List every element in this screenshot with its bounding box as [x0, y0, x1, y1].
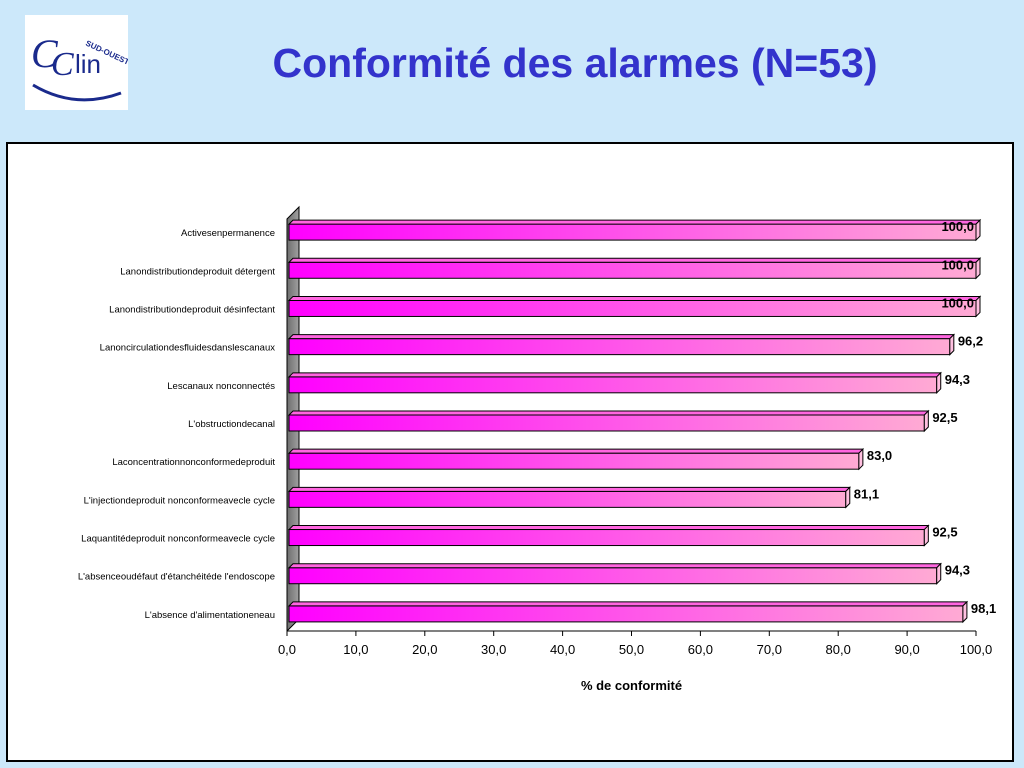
- bar: [288, 223, 977, 241]
- bar: [288, 529, 925, 547]
- slide-title: Conformité des alarmes (N=53): [272, 40, 878, 86]
- bar-top: [287, 486, 851, 492]
- category-label: L'obstructiondecanal: [188, 419, 275, 430]
- bar-chart: 0,0 10,0 20,0 30,0 40,0 50,0 60,0 70,0 80,0 90,0 1…: [78, 205, 996, 693]
- bar: [288, 567, 938, 585]
- x-tick-label: 10,0: [343, 642, 368, 657]
- category-label: Lescanaux nonconnectés: [167, 381, 275, 392]
- bar-end: [975, 218, 981, 242]
- cclin-logo: C C lin SUD-OUEST: [25, 15, 131, 110]
- category-label: L'injectiondeproduit nonconformeavecle c…: [84, 495, 275, 506]
- bar: [288, 452, 860, 470]
- bar-end: [936, 371, 942, 395]
- bar-top: [287, 372, 942, 378]
- x-tick-label: 100,0: [960, 642, 993, 657]
- bar: [288, 376, 938, 394]
- x-tick-label: 20,0: [412, 642, 437, 657]
- bar-top: [287, 563, 942, 569]
- bar-end: [923, 409, 929, 433]
- svg-text:C: C: [51, 46, 74, 83]
- bar-end: [975, 295, 981, 318]
- x-tick-label: 60,0: [688, 642, 713, 657]
- bar: [288, 261, 977, 279]
- x-tick-label: 30,0: [481, 642, 506, 657]
- category-label: Laconcentrationnonconformedeproduit: [112, 457, 275, 468]
- x-tick-label: 70,0: [757, 642, 782, 657]
- bar-top: [287, 601, 969, 607]
- category-label: Lanoncirculationdesfluidesdanslescanaux: [100, 343, 276, 354]
- bar-top: [287, 334, 956, 340]
- data-label: 94,3: [945, 372, 970, 387]
- x-tick-label: 80,0: [826, 642, 851, 657]
- bar: [288, 338, 951, 356]
- x-tick-label: 0,0: [278, 642, 296, 657]
- bar: [288, 299, 977, 317]
- x-tick-label: 90,0: [894, 642, 919, 657]
- data-label: 98,1: [971, 601, 996, 616]
- category-label: Lanondistributiondeproduit détergent: [120, 266, 275, 277]
- bar: [288, 490, 847, 508]
- svg-text:C: C: [31, 31, 59, 76]
- bar-end: [949, 333, 955, 356]
- bar-top: [287, 257, 982, 263]
- x-tick-label: 50,0: [619, 642, 644, 657]
- data-label: 81,1: [854, 486, 879, 501]
- data-label: 92,5: [932, 410, 957, 425]
- data-label: 100,0: [941, 257, 974, 272]
- data-label: 96,2: [958, 334, 983, 349]
- data-label: 94,3: [945, 563, 970, 578]
- category-label: Activesenpermanence: [181, 228, 275, 239]
- bar-top: [287, 295, 982, 301]
- bar: [288, 605, 964, 623]
- category-label: Laquantitédeproduit nonconformeavecle cy…: [81, 534, 275, 545]
- data-label: 100,0: [941, 219, 974, 234]
- svg-text:lin: lin: [75, 49, 101, 79]
- data-label: 92,5: [932, 525, 957, 540]
- bar-end: [845, 486, 851, 509]
- bar-top: [287, 525, 930, 531]
- bar-end: [923, 524, 929, 547]
- x-tick-label: 40,0: [550, 642, 575, 657]
- bar: [288, 414, 925, 432]
- bar-top: [287, 219, 982, 225]
- category-label: L'absence d'alimentationeneau: [145, 610, 275, 621]
- bar-top: [287, 410, 930, 416]
- category-label: Lanondistributiondeproduit désinfectant: [109, 304, 275, 315]
- bar-end: [962, 600, 968, 624]
- bar-end: [936, 562, 942, 585]
- chart-frame: 0,0 10,0 20,0 30,0 40,0 50,0 60,0 70,0 80,0 90,0 1…: [6, 142, 1014, 762]
- data-label: 100,0: [941, 295, 974, 310]
- data-label: 83,0: [867, 448, 892, 463]
- bar-end: [858, 447, 864, 471]
- category-label: L'absenceoudéfaut d'étanchéitéde l'endos…: [78, 572, 275, 583]
- bar-top: [287, 448, 865, 454]
- bar-end: [975, 257, 981, 280]
- x-axis-title: % de conformité: [581, 678, 682, 693]
